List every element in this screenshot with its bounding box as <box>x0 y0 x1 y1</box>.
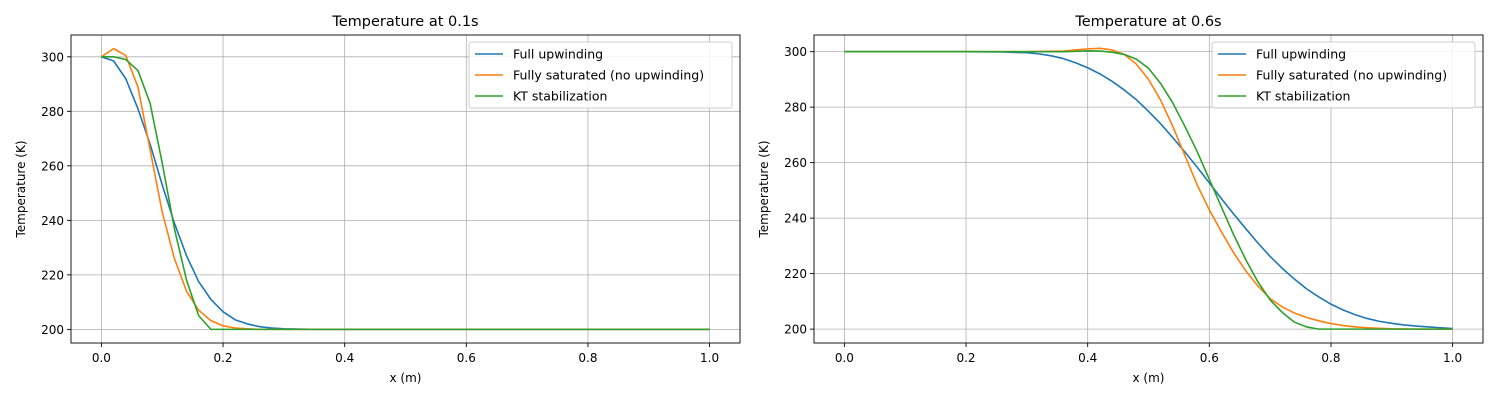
y-tick-label: 200 <box>784 323 807 337</box>
x-tick-label: 0.8 <box>1321 351 1340 365</box>
y-tick-label: 300 <box>784 45 807 59</box>
x-tick-label: 0.0 <box>835 351 854 365</box>
series-line-3 <box>101 56 710 331</box>
y-tick-label: 240 <box>41 214 64 228</box>
chart-1: 0.0 0.2 0.4 0.6 0.8 1.0 200 220 240 260 280 300 Temp… <box>14 14 741 385</box>
x-axis-label: x (m) <box>390 371 422 385</box>
series-group <box>100 47 710 331</box>
x-tick-label: 1.0 <box>1443 351 1462 365</box>
x-tick-label: 0.0 <box>92 351 111 365</box>
chart-title: Temperature at 0.1s <box>331 14 478 30</box>
x-tick-label: 0.4 <box>1078 351 1097 365</box>
chart-title: Temperature at 0.6s <box>1074 14 1221 30</box>
y-tick-label: 200 <box>41 323 64 337</box>
y-tick-label: 260 <box>41 159 64 173</box>
x-tick-label: 0.6 <box>457 351 476 365</box>
y-axis-label: Temperature (K) <box>14 140 28 238</box>
legend: Full upwinding Fully saturated (no upwind… <box>1211 41 1476 109</box>
legend-label-3: KT stabilization <box>513 89 607 104</box>
x-tick-label: 1.0 <box>700 351 719 365</box>
y-tick-label: 260 <box>784 156 807 170</box>
series-line-2 <box>844 47 1453 330</box>
legend: Full upwinding Fully saturated (no upwind… <box>468 41 733 109</box>
legend-label-2: Fully saturated (no upwinding) <box>1256 68 1447 83</box>
y-tick-label: 300 <box>41 50 64 64</box>
x-tick-label: 0.2 <box>213 351 232 365</box>
x-tick-label: 0.4 <box>335 351 354 365</box>
legend-label-1: Full upwinding <box>513 47 603 62</box>
x-axis-label: x (m) <box>1133 371 1165 385</box>
axes-frame <box>813 34 1484 344</box>
x-tick-label: 0.2 <box>956 351 975 365</box>
x-tick-label: 0.6 <box>1200 351 1219 365</box>
legend-box <box>1211 41 1476 109</box>
legend-label-1: Full upwinding <box>1256 47 1346 62</box>
chart-2: 0.0 0.2 0.4 0.6 0.8 1.0 200 220 240 260 280 300 Temp… <box>757 14 1484 385</box>
series-line-3 <box>844 50 1453 330</box>
legend-label-2: Fully saturated (no upwinding) <box>513 68 704 83</box>
y-tick-label: 280 <box>784 101 807 115</box>
series-group <box>844 47 1453 330</box>
y-tick-label: 220 <box>784 267 807 281</box>
y-axis-label: Temperature (K) <box>757 140 771 238</box>
y-tick-label: 220 <box>41 268 64 282</box>
y-tick-label: 280 <box>41 105 64 119</box>
legend-box <box>468 41 733 109</box>
y-tick-label: 240 <box>784 212 807 226</box>
series-line-1 <box>844 50 1453 330</box>
x-tick-label: 0.8 <box>578 351 597 365</box>
axes-frame <box>70 34 741 344</box>
legend-label-3: KT stabilization <box>1256 89 1350 104</box>
